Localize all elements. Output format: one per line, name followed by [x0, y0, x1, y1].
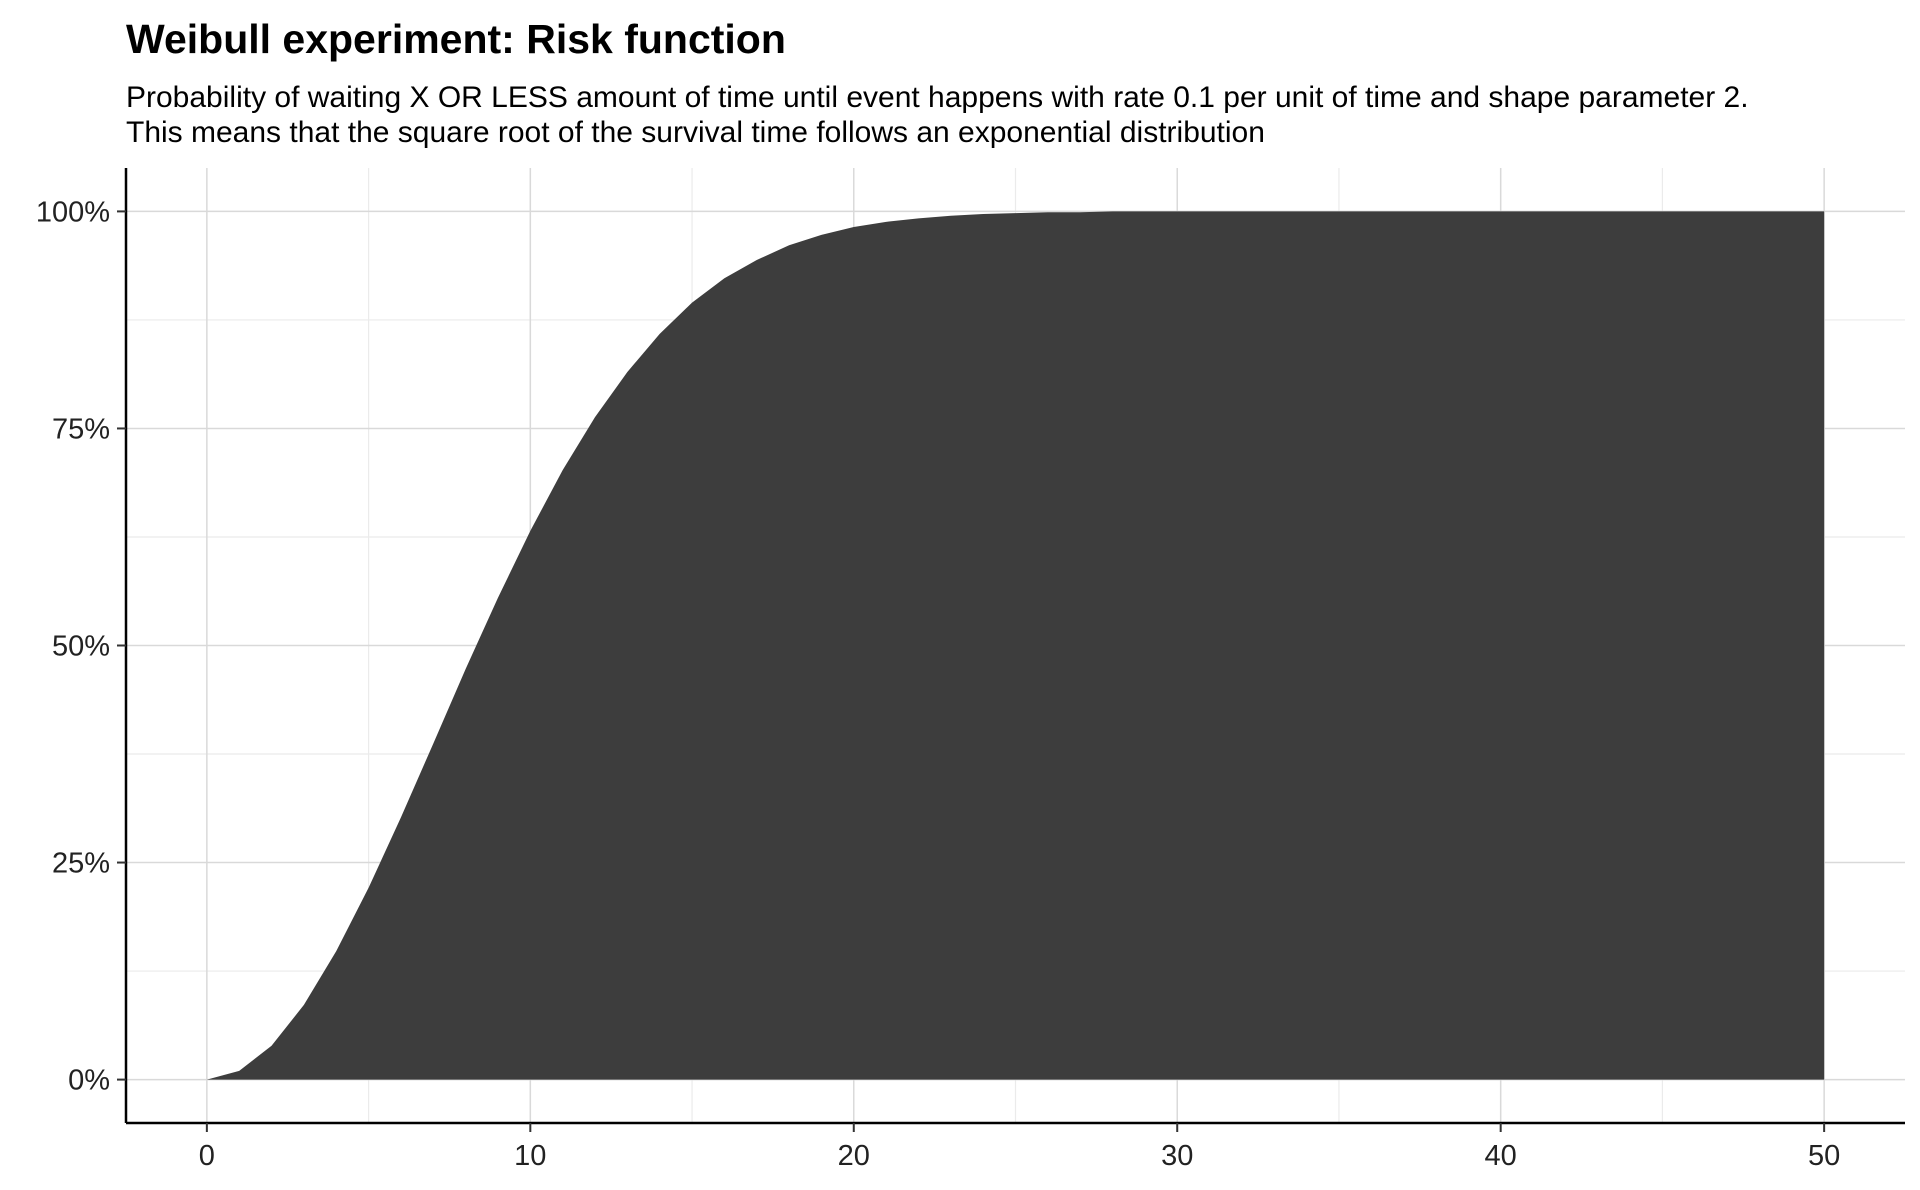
x-tick-label: 40: [1485, 1140, 1517, 1172]
y-tick-label: 25%: [52, 848, 110, 880]
chart-title: Weibull experiment: Risk function: [126, 16, 786, 62]
y-tick-label: 0%: [68, 1065, 110, 1097]
x-axis-ticks: 0 10 20 30 40 50: [199, 1123, 1840, 1172]
x-tick-label: 0: [199, 1140, 215, 1172]
y-tick-label: 75%: [52, 413, 110, 445]
x-tick-label: 30: [1161, 1140, 1193, 1172]
subtitle-line-2: This means that the square root of the s…: [126, 116, 1265, 149]
y-axis-ticks: 0% 25% 50% 75% 100%: [36, 196, 126, 1097]
y-tick-label: 50%: [52, 631, 110, 663]
x-tick-label: 20: [838, 1140, 870, 1172]
chart-subtitle: Probability of waiting X OR LESS amount …: [126, 80, 1749, 150]
risk-area: [206, 211, 1825, 1080]
subtitle-line-1: Probability of waiting X OR LESS amount …: [126, 81, 1749, 114]
y-tick-label: 100%: [36, 196, 110, 228]
x-tick-label: 10: [514, 1140, 546, 1172]
x-tick-label: 50: [1808, 1140, 1840, 1172]
